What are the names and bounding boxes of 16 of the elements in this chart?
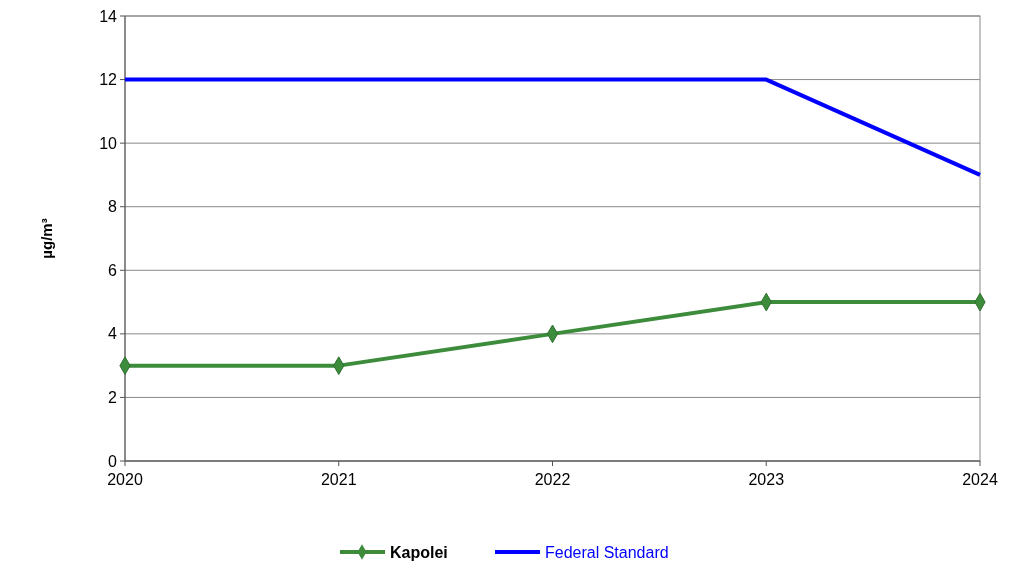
x-tick-label: 2022	[534, 471, 571, 488]
x-tick-label: 2023	[748, 471, 785, 488]
x-tick-label: 2024	[962, 471, 998, 488]
x-tick-label: 2021	[320, 471, 357, 488]
y-tick-label: 4	[108, 325, 118, 343]
y-tick-label: 10	[99, 134, 118, 152]
x-tick-label: 2020	[107, 471, 143, 488]
y-tick-label: 12	[99, 71, 118, 89]
y-tick-label: 0	[108, 452, 118, 470]
y-tick-label: 2	[108, 389, 118, 407]
y-tick-label: 8	[108, 198, 118, 216]
y-axis-title: µg/m³	[38, 218, 55, 259]
y-tick-label: 6	[108, 261, 118, 279]
legend-label: Kapolei	[390, 543, 448, 561]
y-tick-label: 14	[99, 7, 118, 25]
legend-label: Federal Standard	[545, 543, 669, 561]
